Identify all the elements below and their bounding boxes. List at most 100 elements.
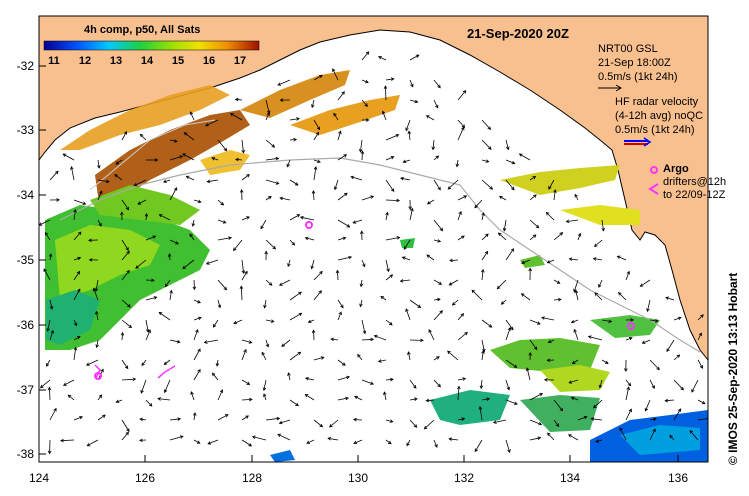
current-arrow — [313, 132, 319, 141]
current-arrowhead — [239, 285, 244, 290]
current-arrow — [481, 350, 484, 361]
current-arrowhead — [341, 91, 345, 95]
current-arrowhead — [481, 268, 485, 273]
current-arrow — [361, 99, 368, 107]
current-arrowhead — [223, 286, 228, 291]
current-arrowhead — [403, 246, 407, 250]
current-arrow — [619, 427, 627, 441]
current-arrowhead — [287, 263, 291, 268]
current-arrowhead — [319, 270, 323, 275]
current-arrowhead — [335, 269, 340, 274]
current-arrow — [642, 339, 651, 344]
current-arrowhead — [342, 236, 347, 241]
current-arrowhead — [100, 368, 104, 373]
lat-tick: -37 — [16, 383, 34, 397]
current-arrow — [313, 159, 321, 163]
current-arrowhead — [548, 186, 552, 190]
current-arrow — [193, 317, 202, 321]
current-arrowhead — [664, 398, 669, 403]
current-arrow — [186, 175, 195, 181]
current-arrow — [505, 399, 518, 405]
axis-ticks — [38, 65, 679, 462]
current-arrowhead — [197, 348, 201, 353]
current-arrowhead — [330, 337, 335, 342]
current-arrowhead — [197, 300, 201, 304]
current-arrowhead — [206, 179, 211, 184]
current-arrow — [164, 359, 171, 365]
current-arrow — [169, 418, 181, 421]
current-arrow — [39, 219, 51, 226]
current-arrow — [378, 56, 387, 61]
current-arrowhead — [281, 343, 285, 347]
current-arrow — [481, 139, 492, 150]
current-arrow — [241, 439, 252, 447]
current-arrowhead — [385, 211, 389, 216]
current-arrow — [625, 387, 630, 401]
current-arrow — [572, 359, 579, 364]
current-arrowhead — [354, 395, 358, 400]
drifter-legend-icon — [648, 183, 659, 195]
current-arrow — [193, 329, 199, 341]
current-arrow — [71, 166, 75, 181]
current-arrowhead — [601, 227, 605, 232]
current-arrowhead — [248, 340, 253, 344]
current-arrowhead — [86, 442, 91, 447]
current-arrow — [193, 279, 195, 290]
current-arrow — [193, 439, 200, 444]
current-arrow — [217, 199, 224, 206]
current-arrowhead — [474, 448, 478, 453]
current-arrowhead — [266, 112, 270, 116]
current-arrow — [588, 336, 603, 341]
current-arrow — [577, 233, 581, 241]
current-arrowhead — [370, 337, 375, 342]
current-arrow — [145, 235, 156, 241]
current-arrowhead — [373, 334, 378, 339]
current-arrowhead — [343, 154, 348, 158]
current-arrow — [140, 379, 147, 394]
current-arrow — [409, 419, 417, 428]
current-arrowhead — [88, 238, 92, 242]
current-arrow — [265, 279, 273, 286]
current-arrow — [574, 194, 579, 201]
current-arrowhead — [400, 176, 404, 181]
current-arrowhead — [701, 400, 706, 405]
current-arrowhead — [487, 126, 492, 131]
current-arrowhead — [399, 279, 404, 283]
current-arrowhead — [95, 344, 99, 349]
current-arrowhead — [105, 179, 110, 184]
current-arrow — [193, 299, 201, 304]
current-arrowhead — [656, 366, 660, 371]
current-arrow — [260, 219, 267, 229]
colorbar-tick: 13 — [109, 55, 123, 67]
current-arrowhead — [298, 312, 303, 317]
current-arrowhead — [215, 362, 220, 367]
current-arrowhead — [270, 319, 275, 323]
current-arrowhead — [311, 104, 315, 109]
current-arrowhead — [298, 291, 302, 296]
current-arrowhead — [251, 435, 256, 439]
current-arrowhead — [383, 391, 387, 396]
current-arrow — [568, 434, 579, 441]
current-arrowhead — [318, 290, 322, 294]
current-arrowhead — [346, 224, 351, 228]
current-arrow — [457, 195, 467, 201]
current-arrow — [501, 299, 507, 305]
current-arrowhead — [82, 201, 87, 205]
current-arrow — [121, 131, 127, 141]
current-arrowhead — [438, 281, 443, 285]
current-arrowhead — [333, 112, 337, 117]
current-arrowhead — [571, 360, 576, 364]
current-arrowhead — [241, 270, 246, 275]
current-arrowhead — [598, 384, 603, 389]
current-arrow — [617, 255, 627, 261]
current-arrowhead — [677, 408, 682, 412]
current-arrow — [433, 310, 443, 321]
current-arrowhead — [447, 186, 452, 190]
current-arrow — [618, 292, 627, 301]
current-arrowhead — [148, 402, 153, 407]
current-arrow — [139, 418, 147, 421]
current-arrow — [121, 239, 129, 251]
current-arrow — [665, 297, 675, 301]
current-arrow — [673, 317, 682, 321]
current-arrow — [594, 239, 603, 247]
